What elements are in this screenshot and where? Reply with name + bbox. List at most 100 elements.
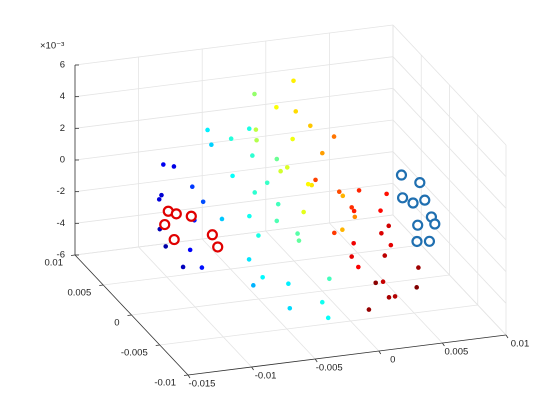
- z-tick-label: 6: [60, 60, 65, 71]
- tick-mark: [442, 342, 445, 347]
- point: [308, 123, 313, 129]
- point: [352, 214, 358, 220]
- point: [230, 173, 235, 179]
- point: [246, 257, 252, 262]
- point: [161, 162, 166, 167]
- highlight-marker: [411, 235, 423, 248]
- highlight-marker: [159, 218, 171, 231]
- point: [228, 136, 234, 141]
- point: [253, 127, 259, 132]
- grid-line: [103, 244, 422, 286]
- y-tick-label: 0.01: [45, 258, 64, 269]
- highlight-marker: [423, 235, 436, 247]
- point: [380, 279, 386, 285]
- point: [254, 137, 259, 143]
- point: [301, 209, 306, 215]
- z-tick-label: -4: [57, 218, 65, 229]
- grid-line: [392, 151, 507, 272]
- point: [416, 265, 421, 270]
- point: [351, 240, 356, 246]
- highlight-marker: [407, 197, 419, 209]
- point: [163, 244, 169, 249]
- y-tick-label: 0.005: [67, 288, 91, 299]
- highlight-marker: [429, 218, 441, 230]
- point: [313, 177, 318, 183]
- point: [336, 189, 342, 195]
- point: [356, 188, 362, 193]
- z-tick-label: 4: [60, 91, 65, 102]
- point: [293, 109, 299, 114]
- point: [275, 201, 281, 207]
- point: [286, 281, 291, 287]
- highlight-marker: [419, 194, 431, 206]
- point: [296, 238, 302, 243]
- point: [351, 208, 357, 214]
- grid-line: [392, 214, 507, 336]
- grid-line: [392, 24, 507, 146]
- point: [264, 180, 270, 186]
- point: [205, 127, 210, 133]
- grid-line: [392, 119, 507, 241]
- highlight-marker: [412, 219, 424, 231]
- point: [305, 181, 311, 187]
- tick-mark: [183, 374, 189, 376]
- x-tick-label: 0: [390, 355, 395, 366]
- point: [290, 136, 295, 142]
- point: [252, 190, 258, 195]
- point: [200, 199, 206, 205]
- point: [384, 191, 389, 197]
- highlight-marker: [395, 169, 408, 181]
- point: [256, 233, 261, 238]
- point: [251, 283, 256, 288]
- grid-line: [392, 88, 507, 209]
- z-tick-label: 2: [60, 123, 65, 134]
- highlight-marker: [414, 177, 426, 189]
- point: [356, 264, 361, 270]
- grid-line: [74, 24, 394, 66]
- point: [278, 168, 283, 174]
- point: [382, 253, 388, 258]
- point: [388, 242, 394, 248]
- point: [246, 126, 252, 131]
- highlight-marker: [212, 241, 224, 253]
- highlight-marker: [396, 192, 409, 204]
- highlight-marker: [185, 210, 197, 222]
- x-tick-label: 0.005: [445, 347, 469, 358]
- point: [319, 299, 325, 305]
- point: [340, 227, 345, 233]
- point: [287, 305, 293, 311]
- point: [379, 230, 384, 236]
- highlight-marker: [168, 233, 180, 246]
- point: [414, 285, 419, 290]
- grid-line: [74, 151, 394, 193]
- point: [295, 231, 300, 236]
- point: [325, 315, 331, 321]
- grid-line: [74, 214, 394, 256]
- point: [327, 276, 332, 282]
- point: [199, 265, 205, 270]
- highlight-marker: [170, 208, 182, 220]
- point: [187, 247, 193, 253]
- tick-mark: [505, 334, 509, 339]
- point: [219, 216, 225, 222]
- axis-line: [187, 334, 507, 376]
- tick-mark: [251, 366, 254, 371]
- grid-line: [131, 274, 450, 316]
- point: [392, 294, 398, 299]
- grid-line: [74, 182, 394, 224]
- grid-line: [159, 304, 478, 346]
- point: [284, 165, 290, 170]
- point: [209, 142, 214, 148]
- point: [349, 254, 354, 259]
- tick-mark: [378, 350, 382, 355]
- point: [171, 164, 177, 169]
- point: [260, 274, 265, 280]
- point: [180, 264, 186, 270]
- z-tick-label: 0: [60, 155, 65, 166]
- tick-mark: [155, 344, 160, 346]
- point: [378, 208, 383, 213]
- x-tick-label: 0.01: [511, 339, 530, 350]
- point: [156, 197, 162, 202]
- tick-mark: [70, 254, 76, 256]
- point: [386, 295, 392, 300]
